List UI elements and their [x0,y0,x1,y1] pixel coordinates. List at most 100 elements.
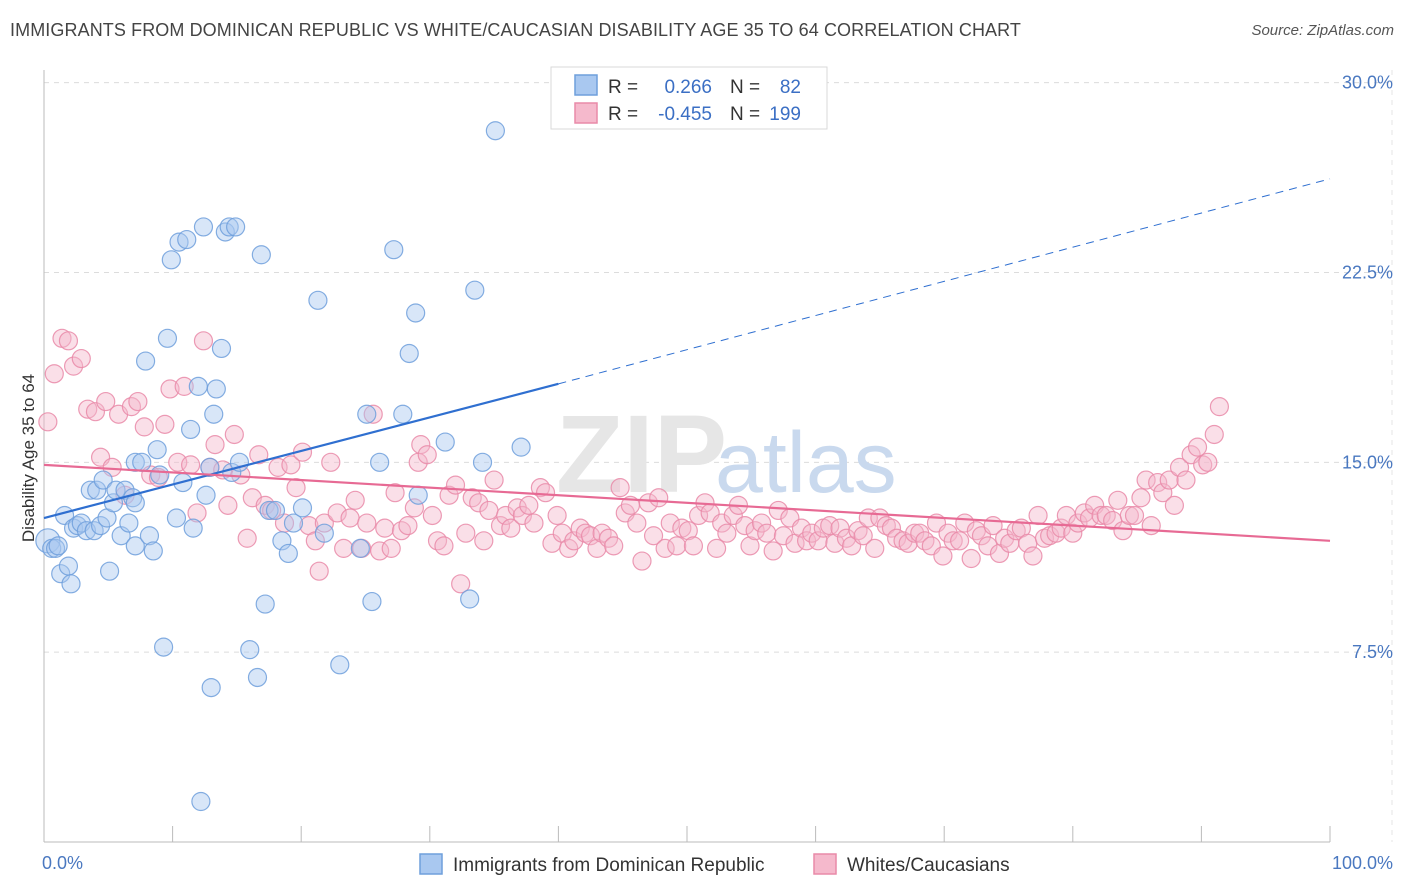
dominican-point-58 [247,667,268,688]
whites-point-38 [281,455,301,475]
whites-point-110 [688,505,709,526]
legend-r-label-whites: R = [608,104,638,125]
dominican-point-66 [292,498,313,518]
whites-point-26 [205,435,225,455]
whites-point-14 [128,391,148,412]
whites-point-4 [63,356,84,376]
whites-point-192 [1153,483,1173,503]
whites-point-58 [398,516,418,536]
whites-point-74 [484,470,504,490]
dominican-point-81 [465,280,485,300]
whites-point-131 [808,531,828,551]
legend-swatch-dominican [574,74,598,96]
whites-point-31 [237,528,257,548]
whites-point-53 [370,541,390,561]
y-tick-label-2: 22.5% [1342,262,1393,282]
dominican-point-38 [169,232,189,252]
whites-point-188 [1131,488,1151,508]
dominican-point-30 [139,526,160,546]
whites-point-104 [655,538,675,558]
dominican-point-42 [183,518,203,538]
whites-point-67 [445,475,466,495]
whites-point-101 [638,493,659,513]
dominican-point-34 [153,637,174,657]
legend-r-label-dominican: R = [608,77,638,98]
chart-title: IMMIGRANTS FROM DOMINICAN REPUBLIC VS WH… [10,20,1022,40]
whites-point-61 [411,435,431,455]
whites-point-28 [218,495,238,515]
legend-r-value-dominican: 0.266 [664,77,712,98]
x-tick-label-max: 100.0% [1332,853,1393,873]
whites-point-199 [1193,455,1213,475]
whites-point-169 [1023,546,1043,566]
y-axis-label: Disability Age 35 to 64 [19,374,38,542]
dominican-point-28 [132,452,152,472]
whites-point-141 [865,538,885,558]
whites-point-90 [575,523,596,543]
whites-point-96 [610,478,630,498]
whites-point-181 [1091,505,1111,526]
y-tick-label-3: 30.0% [1342,73,1393,93]
whites-point-128 [791,518,812,538]
whites-point-143 [876,516,896,536]
whites-point-130 [802,523,822,543]
whites-point-202 [1209,397,1230,417]
whites-point-119 [740,536,760,556]
dominican-point-84 [511,437,531,457]
dominican-trend-line [43,382,559,520]
whites-point-125 [773,526,794,546]
whites-point-9 [96,391,116,412]
whites-point-191 [1148,472,1168,493]
dominican-point-40 [177,229,197,250]
whites-point-121 [751,513,772,533]
whites-point-184 [1108,490,1128,510]
whites-point-150 [915,531,935,551]
whites-point-106 [667,536,687,556]
whites-point-155 [943,531,963,551]
dominican-point-13 [84,521,104,541]
x-tick-label-min: 0.0% [42,853,83,873]
whites-point-48 [340,508,360,528]
whites-point-69 [456,523,476,543]
whites-point-194 [1164,495,1184,515]
bottom-legend: Immigrants from Dominican Republic White… [419,853,1010,876]
bottom-legend-label-dominican: Immigrants from Dominican Republic [453,855,765,876]
whites-point-56 [385,483,405,503]
whites-point-64 [427,531,448,551]
dominican-point-11 [76,521,97,541]
dominican-point-4 [51,564,71,584]
whites-point-144 [881,518,902,538]
whites-point-189 [1136,470,1156,490]
dominican-trend-extension [558,178,1331,385]
whites-point-39 [286,478,306,498]
bottom-legend-swatch-dominican [419,853,443,875]
y-tick-labels: 7.5% 15.0% 22.5% 30.0% [1342,73,1393,663]
whites-point-161 [978,536,998,556]
whites-point-176 [1063,523,1083,543]
whites-point-7 [85,402,106,422]
whites-point-95 [604,536,624,556]
whites-point-13 [121,397,142,417]
whites-point-22 [181,455,201,475]
whites-point-3 [58,331,79,351]
whites-point-68 [451,574,471,594]
dominican-point-18 [99,561,120,581]
dominican-point-32 [147,440,167,460]
whites-point-6 [78,399,98,419]
dominican-point-46 [196,485,216,505]
whites-point-156 [950,531,970,551]
whites-point-57 [391,521,412,541]
whites-point-190 [1141,516,1161,536]
whites-point-29 [224,424,244,445]
dominican-point-55 [226,217,246,237]
dominican-point-78 [408,485,428,505]
dominican-point-36 [161,250,181,270]
legend-swatch-whites [574,102,598,124]
whites-point-124 [768,500,788,521]
whites-point-100 [632,551,652,571]
whites-point-59 [404,498,424,518]
whites-point-118 [735,516,755,536]
chart-source: Source: ZipAtlas.com [1251,22,1394,39]
bottom-legend-swatch-whites [813,853,837,875]
